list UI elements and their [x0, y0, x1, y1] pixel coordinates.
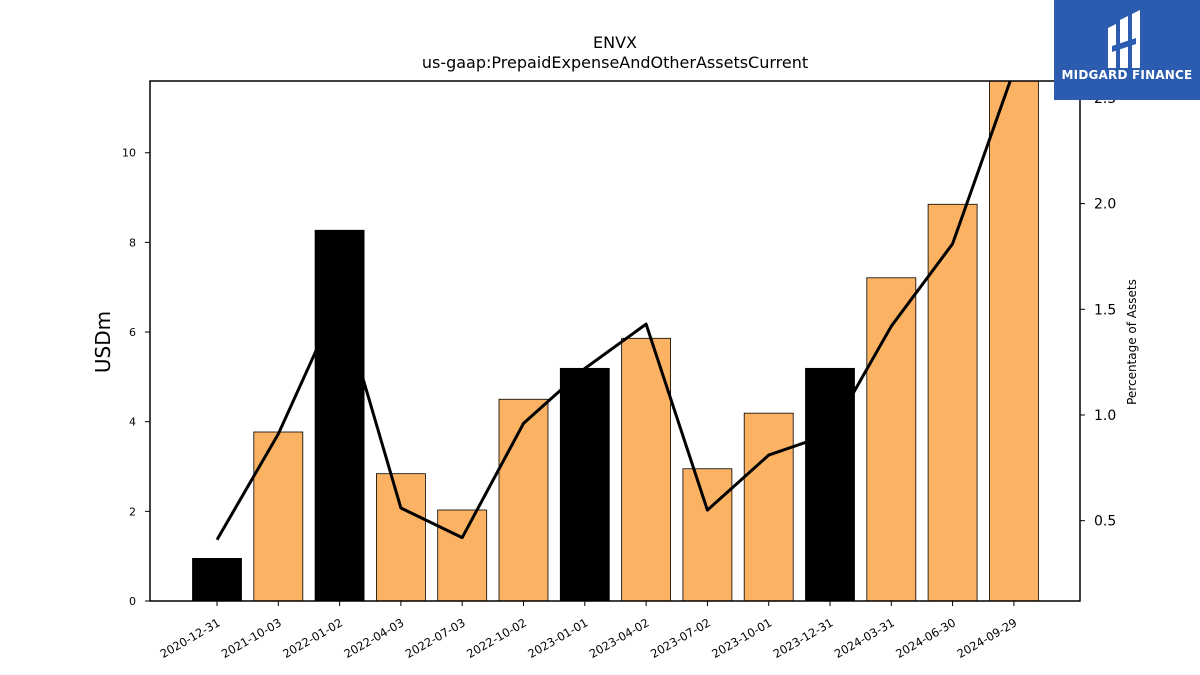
x-tick-label: 2023-10-01 — [709, 615, 774, 661]
bar-2023-10-01 — [743, 412, 794, 602]
y-tick-label: 6 — [129, 326, 136, 339]
bar-2023-01-01 — [559, 367, 610, 602]
x-tick-label: 2023-04-02 — [587, 615, 652, 661]
bar-2021-10-03 — [253, 431, 304, 602]
logo-text: MIDGARD FINANCE — [1061, 68, 1193, 82]
x-tick-label: 2022-04-03 — [342, 615, 407, 661]
x-tick-label: 2022-10-02 — [464, 615, 529, 661]
x-tick-label: 2023-12-31 — [771, 615, 836, 661]
y-tick-label: 0 — [129, 595, 136, 608]
x-tick-label: 2021-10-03 — [219, 615, 284, 661]
x-tick-label: 2023-01-01 — [525, 615, 590, 661]
x-tick-label: 2024-06-30 — [893, 615, 958, 661]
bar-2022-07-03 — [437, 509, 488, 602]
bar-2024-03-31 — [866, 277, 917, 602]
bar-2022-10-02 — [498, 398, 549, 602]
x-tick-label: 2022-01-02 — [280, 615, 345, 661]
plot-frame — [149, 80, 1081, 602]
bar-2022-01-02 — [314, 229, 365, 602]
y-axis-label: USDm — [91, 311, 115, 373]
bar-2023-04-02 — [621, 337, 671, 602]
y-tick-label: 10 — [122, 147, 136, 160]
midgard-finance-logo: MIDGARD FINANCE — [1054, 0, 1200, 100]
x-tick-label: 2020-12-31 — [158, 615, 223, 661]
y-tick-label: 2 — [129, 505, 136, 518]
chart-title: ENVX — [593, 33, 637, 52]
bar-2022-04-03 — [375, 473, 426, 602]
y-tick-label: 8 — [129, 236, 136, 249]
y2-axis-label: Percentage of Assets — [1125, 279, 1139, 405]
bar-2024-09-29 — [989, 80, 1039, 602]
x-tick-label: 2024-09-29 — [955, 615, 1020, 661]
bar-2023-07-02 — [682, 468, 733, 602]
y2-tick-label: 2.0 — [1094, 197, 1116, 213]
y2-tick-label: 0.5 — [1094, 514, 1116, 530]
midgard-logo-icon — [1108, 10, 1140, 68]
x-tick-label: 2024-03-31 — [832, 615, 897, 661]
y2-tick-label: 1.0 — [1094, 408, 1116, 424]
x-tick-label: 2023-07-02 — [648, 615, 713, 661]
bar-2020-12-31 — [192, 558, 242, 602]
percentage-line — [215, 80, 1012, 541]
bar-2024-06-30 — [927, 203, 978, 602]
chart-subtitle: us-gaap:PrepaidExpenseAndOtherAssetsCurr… — [422, 53, 808, 72]
y2-tick-label: 1.5 — [1094, 302, 1116, 318]
y-tick-label: 4 — [129, 416, 136, 429]
x-tick-label: 2022-07-03 — [403, 615, 468, 661]
